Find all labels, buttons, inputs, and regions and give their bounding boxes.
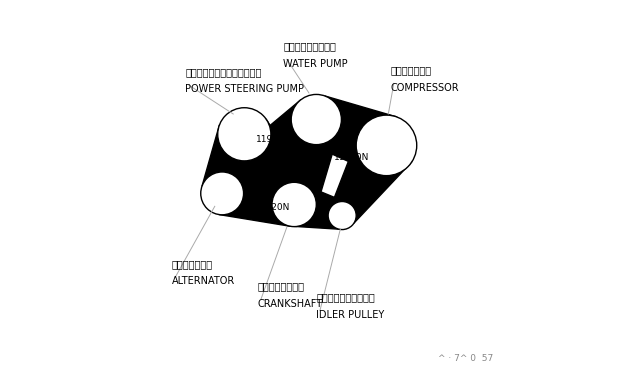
Polygon shape <box>330 129 412 223</box>
Text: コンプレッサー: コンプレッサー <box>390 65 431 75</box>
Text: 11720N: 11720N <box>255 203 291 212</box>
Circle shape <box>218 108 271 161</box>
Polygon shape <box>308 96 397 174</box>
Polygon shape <box>223 119 312 217</box>
Text: WATER PUMP: WATER PUMP <box>283 59 348 68</box>
Text: パワーステアリング　ポンプ: パワーステアリング ポンプ <box>185 67 262 77</box>
Text: オルタネーター: オルタネーター <box>172 259 212 269</box>
Circle shape <box>356 115 417 176</box>
Text: クランクシャフト: クランクシャフト <box>257 281 304 291</box>
Polygon shape <box>209 100 332 210</box>
Circle shape <box>291 94 341 145</box>
Polygon shape <box>219 172 298 226</box>
Circle shape <box>328 202 356 230</box>
Text: IDLER PULLEY: IDLER PULLEY <box>316 310 385 320</box>
Polygon shape <box>273 113 340 210</box>
Text: CRANKSHAFT: CRANKSHAFT <box>257 299 323 309</box>
Text: アイドラー　プーリー: アイドラー プーリー <box>316 292 375 302</box>
Text: POWER STEERING PUMP: POWER STEERING PUMP <box>185 84 304 94</box>
Text: 11950N: 11950N <box>256 135 292 144</box>
Text: COMPRESSOR: COMPRESSOR <box>390 83 459 93</box>
Text: ALTERNATOR: ALTERNATOR <box>172 276 235 286</box>
Text: ウォーター　ポンプ: ウォーター ポンプ <box>283 41 336 51</box>
Polygon shape <box>202 125 269 201</box>
Circle shape <box>272 182 316 227</box>
Text: 11920N: 11920N <box>334 153 369 161</box>
Circle shape <box>201 172 244 215</box>
Text: ^ · 7^ 0  57: ^ · 7^ 0 57 <box>438 354 493 363</box>
Polygon shape <box>289 183 346 229</box>
